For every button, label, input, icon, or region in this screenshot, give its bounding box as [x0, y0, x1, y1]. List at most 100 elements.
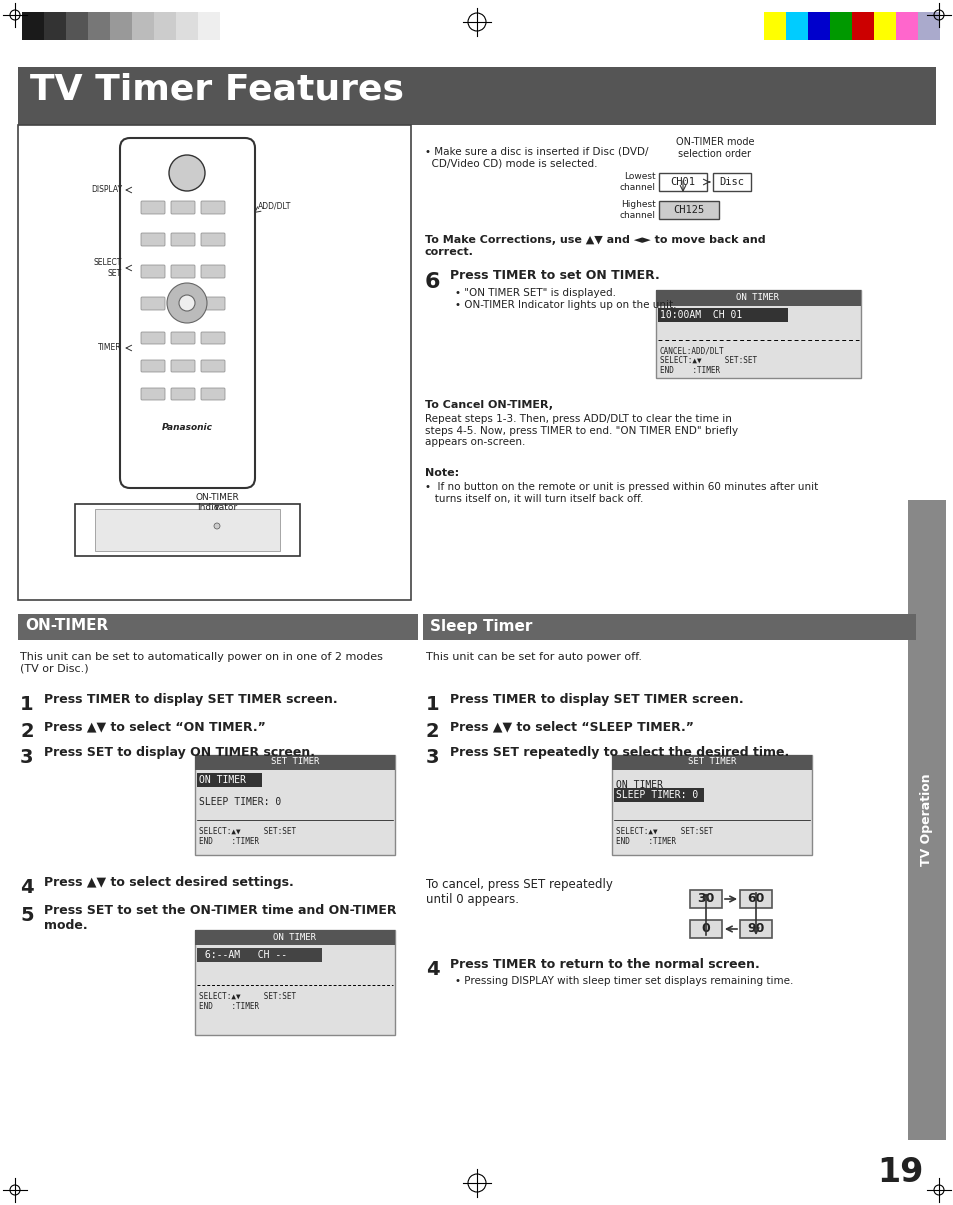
Text: 10:00AM  CH 01: 10:00AM CH 01: [659, 310, 741, 321]
Bar: [785, 12, 807, 40]
Text: Press TIMER to return to the normal screen.: Press TIMER to return to the normal scre…: [450, 958, 759, 971]
Bar: [194, 756, 395, 770]
Text: 2: 2: [426, 722, 439, 741]
Text: This unit can be set for auto power off.: This unit can be set for auto power off.: [426, 652, 641, 662]
Bar: [95, 509, 280, 551]
Text: END    :TIMER: END :TIMER: [659, 366, 720, 375]
Bar: [917, 12, 939, 40]
Bar: [196, 948, 322, 962]
Text: ON TIMER: ON TIMER: [616, 780, 662, 790]
Text: 90: 90: [746, 923, 764, 935]
Bar: [740, 919, 771, 937]
Text: ON TIMER: ON TIMER: [274, 933, 316, 941]
Text: 6: 6: [424, 272, 440, 292]
Text: ON-TIMER
Indicator: ON-TIMER Indicator: [195, 493, 238, 512]
Text: SELECT:▲▼     SET:SET: SELECT:▲▼ SET:SET: [199, 992, 295, 1001]
Text: ON-TIMER: ON-TIMER: [25, 618, 108, 634]
Bar: [659, 201, 719, 219]
FancyBboxPatch shape: [141, 296, 165, 310]
Text: 19: 19: [876, 1156, 923, 1188]
FancyBboxPatch shape: [201, 360, 225, 372]
Bar: [689, 919, 721, 937]
FancyBboxPatch shape: [141, 360, 165, 372]
Text: Lowest
channel: Lowest channel: [619, 172, 656, 192]
FancyBboxPatch shape: [201, 265, 225, 278]
Bar: [22, 12, 44, 40]
Text: This unit can be set to automatically power on in one of 2 modes
(TV or Disc.): This unit can be set to automatically po…: [20, 652, 382, 674]
Circle shape: [213, 523, 220, 529]
FancyBboxPatch shape: [171, 265, 194, 278]
Text: ON-TIMER mode
selection order: ON-TIMER mode selection order: [675, 137, 754, 159]
Bar: [175, 12, 198, 40]
Bar: [873, 12, 895, 40]
Text: 4: 4: [426, 960, 439, 978]
Text: Press SET to set the ON-TIMER time and ON-TIMER
mode.: Press SET to set the ON-TIMER time and O…: [44, 904, 396, 931]
FancyBboxPatch shape: [171, 360, 194, 372]
FancyBboxPatch shape: [171, 296, 194, 310]
Text: 1: 1: [20, 695, 33, 715]
Bar: [44, 12, 66, 40]
Bar: [829, 12, 851, 40]
Circle shape: [169, 155, 205, 192]
FancyBboxPatch shape: [171, 333, 194, 343]
Text: ADD/DLT: ADD/DLT: [257, 201, 291, 211]
Bar: [712, 174, 750, 192]
Bar: [18, 125, 411, 600]
Text: 1: 1: [426, 695, 439, 715]
FancyBboxPatch shape: [201, 296, 225, 310]
FancyBboxPatch shape: [201, 333, 225, 343]
Bar: [763, 12, 785, 40]
Text: ON TIMER: ON TIMER: [199, 775, 246, 784]
Text: • Make sure a disc is inserted if Disc (DVD/
  CD/Video CD) mode is selected.: • Make sure a disc is inserted if Disc (…: [424, 147, 648, 169]
Bar: [612, 756, 811, 770]
Text: •  If no button on the remote or unit is pressed within 60 minutes after unit
  : • If no button on the remote or unit is …: [424, 482, 818, 504]
Text: SLEEP TIMER: 0: SLEEP TIMER: 0: [199, 797, 281, 807]
Text: CH125: CH125: [673, 205, 704, 214]
Text: END    :TIMER: END :TIMER: [199, 1003, 259, 1011]
Bar: [194, 930, 395, 945]
FancyBboxPatch shape: [201, 233, 225, 246]
Bar: [656, 290, 861, 306]
Text: 60: 60: [746, 893, 764, 905]
Bar: [18, 615, 417, 640]
Text: DISPLAY: DISPLAY: [91, 186, 122, 194]
Text: END    :TIMER: END :TIMER: [616, 837, 676, 846]
Text: ON TIMER: ON TIMER: [736, 294, 779, 302]
Text: 3: 3: [20, 748, 33, 768]
Text: 5: 5: [20, 906, 33, 925]
Text: Press ▲▼ to select “SLEEP TIMER.”: Press ▲▼ to select “SLEEP TIMER.”: [450, 721, 693, 733]
Text: Sleep Timer: Sleep Timer: [430, 618, 532, 634]
Text: • Pressing DISPLAY with sleep timer set displays remaining time.: • Pressing DISPLAY with sleep timer set …: [455, 976, 793, 986]
Text: SELECT:▲▼     SET:SET: SELECT:▲▼ SET:SET: [659, 355, 757, 365]
Text: 6:--AM   CH --: 6:--AM CH --: [199, 950, 287, 960]
Bar: [194, 930, 395, 1035]
Text: 0: 0: [700, 923, 710, 935]
Bar: [18, 67, 935, 125]
Text: 4: 4: [20, 878, 33, 897]
Text: 30: 30: [697, 893, 714, 905]
Bar: [689, 890, 721, 909]
Text: Disc: Disc: [719, 177, 743, 187]
Bar: [194, 756, 395, 856]
FancyBboxPatch shape: [141, 265, 165, 278]
Text: Press TIMER to display SET TIMER screen.: Press TIMER to display SET TIMER screen.: [44, 693, 337, 706]
Bar: [422, 615, 915, 640]
Text: SELECT:▲▼     SET:SET: SELECT:▲▼ SET:SET: [199, 827, 295, 836]
Bar: [88, 12, 110, 40]
Text: 3: 3: [426, 748, 439, 768]
Text: Panasonic: Panasonic: [161, 423, 213, 433]
Text: Note:: Note:: [424, 468, 458, 478]
Bar: [907, 500, 945, 1140]
Bar: [807, 12, 829, 40]
Text: TV Timer Features: TV Timer Features: [30, 74, 403, 107]
Text: SLEEP TIMER: 0: SLEEP TIMER: 0: [616, 790, 698, 800]
Bar: [132, 12, 153, 40]
Text: Press ▲▼ to select “ON TIMER.”: Press ▲▼ to select “ON TIMER.”: [44, 721, 266, 733]
FancyBboxPatch shape: [171, 233, 194, 246]
FancyBboxPatch shape: [201, 388, 225, 400]
Bar: [612, 756, 811, 856]
Text: Press ▲▼ to select desired settings.: Press ▲▼ to select desired settings.: [44, 876, 294, 889]
FancyBboxPatch shape: [201, 201, 225, 214]
Bar: [740, 890, 771, 909]
Text: END    :TIMER: END :TIMER: [199, 837, 259, 846]
